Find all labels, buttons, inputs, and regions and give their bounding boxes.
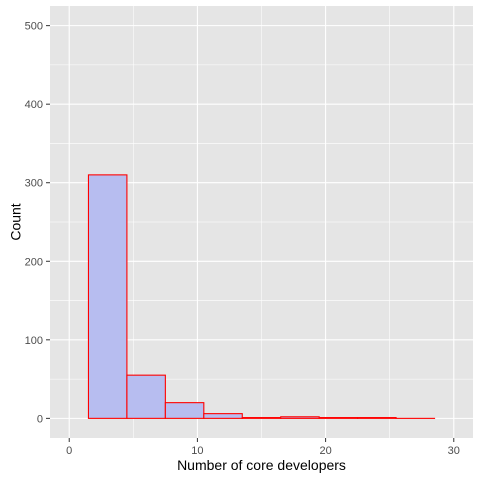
histogram-bar	[318, 417, 359, 419]
x-axis-ticks: 0 10 20 30	[66, 438, 460, 457]
x-tick-label: 0	[66, 445, 72, 457]
histogram-bars	[87, 174, 436, 419]
x-axis-title: Number of core developers	[177, 457, 346, 473]
histogram-bar	[203, 413, 243, 419]
histogram-bar	[280, 416, 320, 419]
y-axis-title: Count	[8, 203, 24, 240]
histogram-bar	[126, 374, 166, 419]
histogram-bar	[241, 417, 282, 419]
x-tick-label: 20	[319, 445, 331, 457]
histogram-bar	[87, 174, 128, 419]
y-tick-label: 100	[25, 335, 43, 347]
histogram-bar	[164, 402, 205, 419]
y-axis-ticks: 0 100 200 300 400 500	[25, 21, 50, 425]
histogram-bar	[357, 417, 397, 419]
x-tick-label: 30	[448, 445, 460, 457]
y-tick-label: 500	[25, 21, 43, 33]
x-tick-label: 10	[191, 445, 203, 457]
y-tick-label: 300	[25, 178, 43, 190]
y-tick-label: 0	[37, 413, 43, 425]
y-tick-label: 200	[25, 256, 43, 268]
y-tick-label: 400	[25, 99, 43, 111]
